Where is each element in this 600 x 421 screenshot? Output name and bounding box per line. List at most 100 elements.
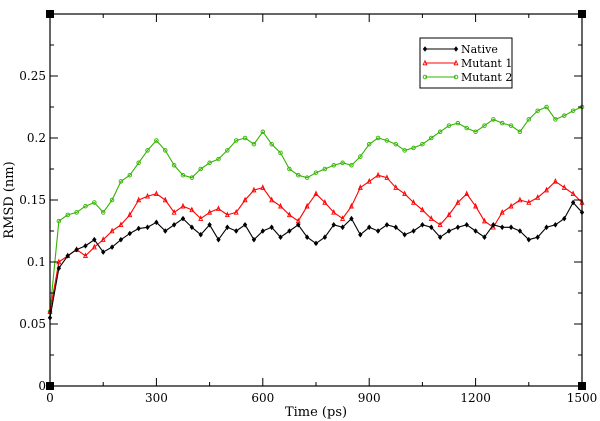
data-point [340,224,345,231]
data-point [508,123,514,128]
data-point [101,249,106,255]
data-point [74,246,79,253]
data-point [180,215,186,222]
data-point [331,222,336,228]
data-point [74,210,79,215]
data-point [446,211,452,218]
data-point [357,184,363,190]
data-point [65,253,70,259]
corner-handle-bottom-right[interactable] [578,382,586,390]
frame-corner-handles [46,10,586,390]
data-point [481,217,487,224]
x-tick-label: 300 [145,391,168,405]
data-point [508,202,514,209]
data-point [118,179,124,184]
data-point [100,236,106,242]
data-point [251,141,257,147]
data-point [562,215,567,222]
data-point [322,234,328,240]
data-point [473,202,479,209]
data-point [163,228,168,234]
data-point [437,221,443,228]
data-point [508,224,514,231]
data-point [207,208,213,215]
y-tick-label: 0 [38,379,46,393]
data-point [561,184,567,190]
data-point [499,208,505,215]
data-point [171,163,177,168]
data-point [304,202,310,209]
data-point [393,184,399,190]
data-point [375,228,381,234]
data-point [544,186,550,193]
data-point [544,104,549,110]
data-point [340,215,346,221]
data-point [242,196,248,203]
data-point [83,203,88,209]
data-point [455,224,461,231]
data-point [570,190,576,197]
data-point [535,234,540,240]
data-point [491,117,496,122]
data-point [278,234,283,240]
data-point [349,215,354,222]
data-point [136,160,141,166]
data-point [313,240,319,247]
data-point [65,212,70,218]
data-point [384,138,390,143]
y-tick-label: 0.05 [19,317,46,331]
data-point [455,120,461,126]
data-point [145,148,150,153]
data-point [118,221,124,228]
data-point [517,228,523,234]
data-point [233,138,239,143]
legend-label: Mutant 2 [461,71,512,84]
x-tick-label: 1500 [567,391,598,405]
data-point [225,224,230,231]
data-point [286,211,292,218]
data-point [136,196,142,203]
data-point [384,222,390,228]
data-point [189,224,195,231]
data-point [313,170,319,175]
data-point [428,215,434,221]
corner-handle-top-right[interactable] [578,10,586,18]
legend-marker [422,46,428,52]
legend-marker [453,59,459,66]
data-point [251,236,257,243]
data-point [526,199,532,205]
data-point [278,150,283,156]
data-point [100,210,106,215]
data-point [278,202,284,209]
data-point [207,222,212,228]
data-point [562,113,567,118]
data-point [411,228,416,234]
data-point [464,125,469,131]
data-point [490,223,496,230]
data-point [570,199,576,206]
data-point [260,184,266,190]
corner-handle-top-left[interactable] [46,10,54,18]
corner-handle-bottom-left[interactable] [46,382,54,390]
x-tick-label: 1200 [460,391,491,405]
data-point [340,160,345,166]
data-point [154,138,159,143]
data-point [136,225,141,232]
data-point [366,177,372,184]
data-point [553,222,558,228]
data-point [402,148,407,153]
data-point [82,252,88,259]
y-tick-label: 0.1 [27,255,46,269]
data-point [331,208,337,215]
data-point [287,228,292,234]
data-point [216,236,221,243]
data-point [313,190,319,197]
data-point [446,123,452,128]
data-point [464,190,470,197]
data-point [109,227,115,234]
data-point [553,117,558,122]
data-point [544,224,549,231]
data-point [437,129,443,135]
data-point [500,224,505,231]
